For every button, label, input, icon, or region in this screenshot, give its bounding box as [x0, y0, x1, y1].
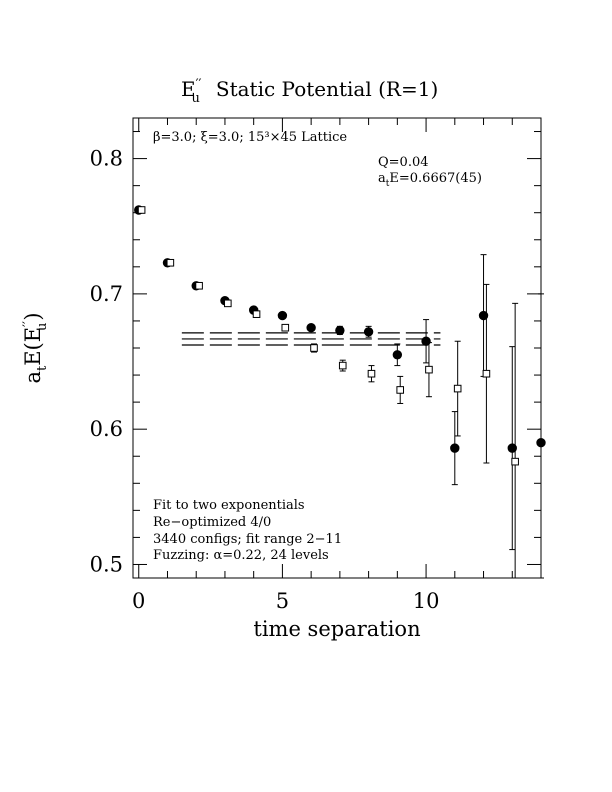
data-point-square: [396, 386, 405, 394]
method-notes: Fit to two exponentials Re−optimized 4/0…: [153, 498, 342, 563]
x-tick-label: 10: [413, 589, 440, 613]
y-axis-label-suffix: ): [21, 312, 45, 320]
method-note-3: 3440 configs; fit range 2−11: [153, 532, 342, 547]
x-tick-label: 0: [132, 589, 145, 613]
data-point-square: [453, 384, 462, 393]
chart-title-primes: ′′: [196, 77, 202, 92]
data-point-square: [224, 299, 232, 308]
axis-ticks: [133, 118, 542, 578]
chart-title-symbol: E: [181, 77, 196, 101]
x-tick-label: 5: [276, 589, 289, 613]
data-point-circle: [450, 443, 460, 453]
data-point-square: [338, 361, 347, 370]
fit-band: [181, 332, 441, 346]
fit-energy-prefix: a: [378, 171, 386, 186]
y-axis-label-prefix: a: [21, 371, 45, 384]
method-note-1: Fit to two exponentials: [153, 498, 305, 513]
data-point-square: [310, 344, 318, 352]
data-point-square: [137, 206, 146, 214]
data-series: [134, 205, 546, 579]
fit-energy-rest: E=0.6667(45): [389, 171, 482, 186]
x-axis-label: time separation: [253, 617, 420, 641]
axis-tick-labels: 0.5 0.6 0.7 0.8 0 5 10: [90, 147, 440, 613]
y-axis-label-mid: E(E: [21, 327, 45, 366]
data-point-square: [252, 310, 261, 318]
chart-title-rest: Static Potential (R=1): [216, 77, 438, 101]
data-point-square: [195, 281, 203, 290]
data-point-circle: [507, 443, 517, 453]
method-note-2: Re−optimized 4/0: [153, 515, 271, 530]
data-point-circle: [335, 325, 345, 336]
data-point-circle: [536, 438, 546, 448]
y-tick-label: 0.6: [90, 417, 123, 441]
method-note-4: Fuzzing: α=0.22, 24 levels: [153, 548, 329, 563]
chart-title: E′′ u Static Potential (R=1): [181, 77, 438, 106]
data-point-square: [425, 365, 433, 374]
fit-energy-sub: t: [386, 179, 390, 189]
data-point-circle: [363, 327, 374, 337]
series-open-squares: [137, 206, 519, 579]
data-point-circle: [306, 323, 316, 333]
data-point-circle: [478, 310, 489, 321]
data-point-square: [166, 258, 175, 267]
y-tick-label: 0.8: [90, 147, 123, 171]
y-axis-label-primes: ′′: [21, 321, 36, 327]
y-tick-label: 0.7: [90, 282, 123, 306]
data-point-square: [367, 369, 376, 378]
y-axis-label: atE(E′′u): [21, 312, 50, 383]
y-axis-label-sub-t: t: [35, 365, 50, 371]
y-axis-label-sub-u: u: [35, 323, 50, 331]
series-filled-circles: [134, 205, 546, 579]
fit-energy-annotation: atE=0.6667(45): [378, 171, 482, 189]
data-point-square: [281, 323, 290, 332]
data-point-circle: [421, 336, 431, 346]
data-point-circle: [277, 310, 288, 321]
data-point-square: [511, 457, 519, 466]
data-point-square: [482, 369, 491, 378]
chart-title-subscript: u: [192, 91, 200, 106]
q-annotation: Q=0.04: [378, 155, 429, 170]
data-point-circle: [392, 350, 403, 360]
y-tick-label: 0.5: [90, 552, 123, 576]
lattice-annotation: β=3.0; ξ=3.0; 15³×45 Lattice: [153, 130, 347, 145]
